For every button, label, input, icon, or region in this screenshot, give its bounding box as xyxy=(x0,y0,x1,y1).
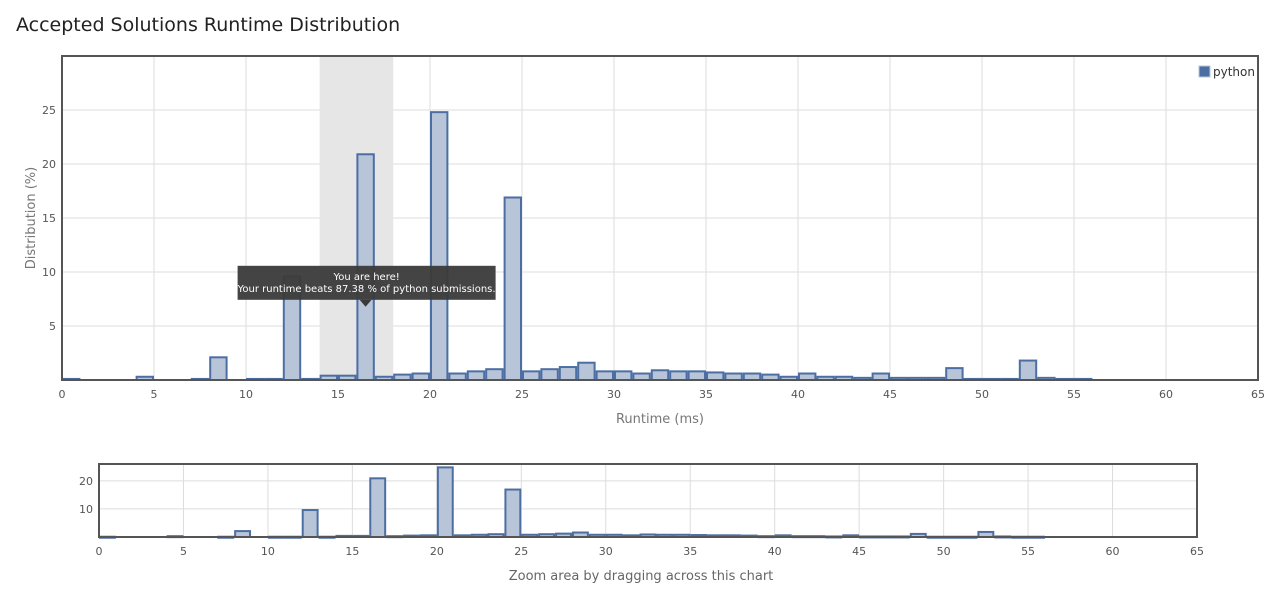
navigator-bar-20 xyxy=(436,466,454,538)
x-tick-label: 55 xyxy=(1067,388,1081,401)
main-grid xyxy=(61,56,1259,380)
bar-runtime-32[interactable] xyxy=(650,369,670,381)
x-tick-labels: 0 5 10 15 20 25 30 35 40 45 50 55 60 65 xyxy=(59,388,1266,401)
runtime-distribution-chart[interactable]: 0 5 10 15 20 25 30 35 40 45 50 55 60 65 5 10 15 20 25 Run… xyxy=(0,0,1280,430)
bar-runtime-23[interactable] xyxy=(485,368,504,382)
navigator-bar-12 xyxy=(301,509,319,538)
navigator-y-tick-label: 10 xyxy=(79,503,93,516)
navigator-x-tick-label: 5 xyxy=(180,545,187,558)
bar-runtime-27[interactable] xyxy=(558,366,578,382)
x-tick-label: 25 xyxy=(515,388,529,401)
navigator-x-tick-label: 40 xyxy=(768,545,782,558)
navigator-y-tick-labels: 10 20 xyxy=(79,475,93,516)
navigator-x-tick-label: 10 xyxy=(261,545,275,558)
y-axis-label: Distribution (%) xyxy=(24,167,39,269)
x-tick-label: 0 xyxy=(59,388,66,401)
navigator-y-tick-label: 20 xyxy=(79,475,93,488)
x-tick-label: 60 xyxy=(1159,388,1173,401)
x-tick-label: 10 xyxy=(239,388,253,401)
navigator-x-tick-label: 45 xyxy=(852,545,866,558)
navigator-grid xyxy=(98,464,1198,537)
bar-runtime-20[interactable] xyxy=(430,111,449,381)
legend-swatch-python xyxy=(1198,65,1211,78)
y-tick-label: 5 xyxy=(49,320,56,333)
navigator-frame xyxy=(98,463,1198,538)
bar-runtime-24[interactable] xyxy=(503,196,523,381)
main-bars xyxy=(62,111,1093,382)
bar-runtime-48[interactable] xyxy=(945,367,964,381)
plot-frame xyxy=(61,55,1259,381)
bar-runtime-22[interactable] xyxy=(466,370,486,381)
y-tick-label: 10 xyxy=(42,266,56,279)
x-tick-label: 20 xyxy=(423,388,437,401)
tooltip-text: Your runtime beats 87.38 % of python sub… xyxy=(237,284,496,295)
bar-runtime-33[interactable] xyxy=(669,370,688,381)
bar-runtime-34[interactable] xyxy=(687,370,706,381)
bar-runtime-8[interactable] xyxy=(209,356,228,382)
navigator-x-tick-label: 65 xyxy=(1190,545,1204,558)
bar-runtime-30[interactable] xyxy=(614,370,633,381)
bar-runtime-29[interactable] xyxy=(595,370,614,381)
x-tick-label: 45 xyxy=(883,388,897,401)
navigator-bar-16 xyxy=(369,477,387,538)
navigator-x-tick-label: 35 xyxy=(683,545,697,558)
bar-runtime-26[interactable] xyxy=(540,368,559,382)
x-tick-label: 65 xyxy=(1251,388,1265,401)
navigator-x-tick-label: 15 xyxy=(345,545,359,558)
y-tick-label: 25 xyxy=(42,104,56,117)
legend[interactable]: python xyxy=(1198,65,1255,79)
navigator-x-tick-label: 20 xyxy=(430,545,444,558)
navigator-bar-24 xyxy=(504,488,522,538)
tooltip-title: You are here! xyxy=(332,272,399,283)
navigator-x-tick-label: 50 xyxy=(937,545,951,558)
bar-runtime-25[interactable] xyxy=(522,370,541,381)
navigator-x-tick-labels: 0 5 10 15 20 25 30 35 40 45 50 55 60 65 xyxy=(96,545,1205,558)
legend-label-python: python xyxy=(1213,65,1255,79)
x-axis-label: Runtime (ms) xyxy=(616,412,704,427)
x-tick-label: 35 xyxy=(699,388,713,401)
tooltip: You are here! Your runtime beats 87.38 %… xyxy=(237,265,496,307)
tooltip-pointer xyxy=(359,299,372,307)
y-tick-labels: 5 10 15 20 25 xyxy=(42,104,56,333)
navigator-x-tick-label: 60 xyxy=(1106,545,1120,558)
zoom-caption: Zoom area by dragging across this chart xyxy=(509,569,774,584)
navigator-x-tick-label: 25 xyxy=(514,545,528,558)
navigator-bars xyxy=(99,466,1045,539)
bar-runtime-28[interactable] xyxy=(577,361,596,382)
navigator-x-tick-label: 30 xyxy=(599,545,613,558)
x-tick-label: 5 xyxy=(151,388,158,401)
page-title: Accepted Solutions Runtime Distribution xyxy=(16,14,401,36)
bar-runtime-35[interactable] xyxy=(706,371,725,382)
x-tick-label: 30 xyxy=(607,388,621,401)
y-tick-label: 15 xyxy=(42,212,56,225)
zoom-navigator-chart[interactable]: 0 5 10 15 20 25 30 35 40 45 50 55 60 65 10 20 Zoom are… xyxy=(0,430,1280,596)
navigator-x-tick-label: 0 xyxy=(96,545,103,558)
navigator-x-tick-label: 55 xyxy=(1021,545,1035,558)
y-tick-label: 20 xyxy=(42,158,56,171)
x-tick-label: 15 xyxy=(331,388,345,401)
tooltip-box xyxy=(237,265,496,300)
x-tick-label: 50 xyxy=(975,388,989,401)
bar-runtime-52[interactable] xyxy=(1018,359,1038,381)
x-tick-label: 40 xyxy=(791,388,805,401)
